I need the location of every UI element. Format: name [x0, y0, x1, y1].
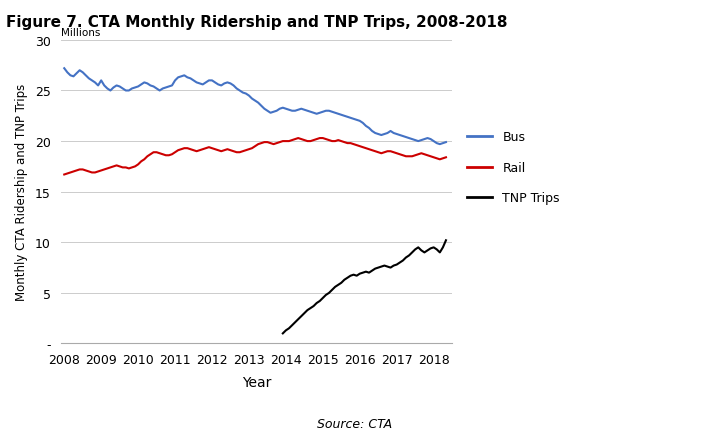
- Title: Figure 7. CTA Monthly Ridership and TNP Trips, 2008-2018: Figure 7. CTA Monthly Ridership and TNP …: [6, 15, 507, 30]
- X-axis label: Year: Year: [242, 375, 271, 389]
- Text: Millions: Millions: [60, 28, 100, 38]
- Y-axis label: Monthly CTA Ridership and TNP Trips: Monthly CTA Ridership and TNP Trips: [15, 84, 28, 301]
- Legend: Bus, Rail, TNP Trips: Bus, Rail, TNP Trips: [462, 126, 565, 210]
- Text: Source: CTA: Source: CTA: [317, 417, 392, 430]
